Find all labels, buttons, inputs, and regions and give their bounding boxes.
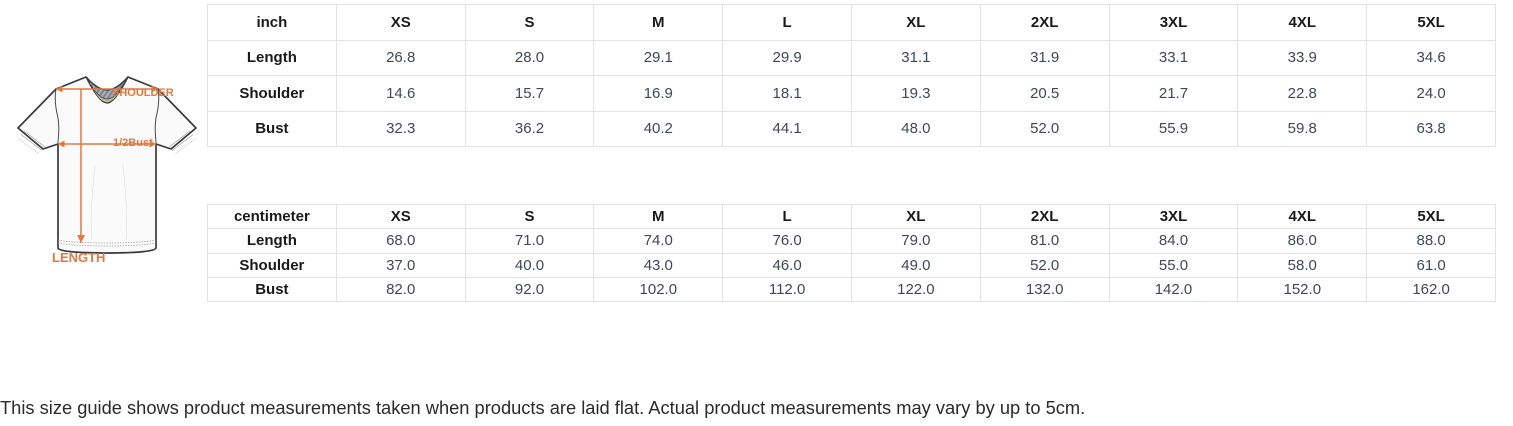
svg-text:SHOULDER: SHOULDER [112, 87, 174, 99]
svg-text:LENGTH: LENGTH [52, 250, 105, 265]
svg-text:1/2Bust: 1/2Bust [113, 137, 153, 149]
